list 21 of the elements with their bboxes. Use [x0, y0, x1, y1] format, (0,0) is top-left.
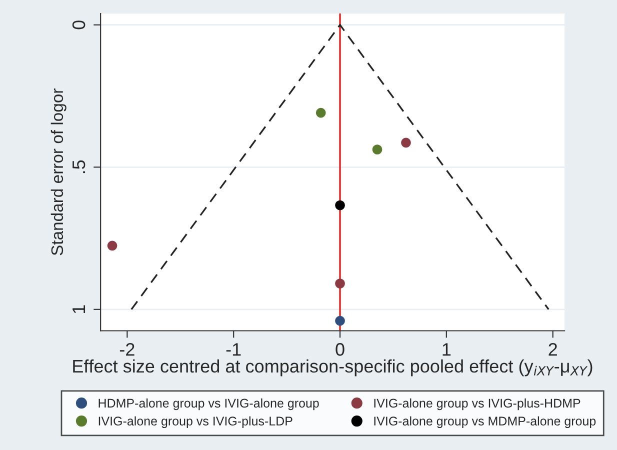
x-tick-label: -1 [226, 343, 241, 356]
point [107, 240, 118, 251]
legend-label: IVIG-alone group vs IVIG-plus-LDP [98, 416, 292, 428]
point [335, 316, 345, 326]
y-tick-label: .5 [72, 160, 86, 174]
x-tick-label: 1 [442, 343, 451, 356]
x-tick-label: 2 [548, 343, 557, 356]
point [316, 108, 326, 118]
legend-label: IVIG-alone group vs MDMP-alone group [374, 416, 596, 428]
y-axis-title: Standard error of logor [50, 88, 66, 256]
point [401, 138, 411, 148]
x-axis-title: Effect size centred at comparison-specific pooled effect (y$_{iXY}$-μ$_{XY}$) [73, 359, 592, 376]
x-tick-label: 0 [336, 343, 344, 356]
y-tick-label: 0 [72, 20, 86, 30]
point [335, 278, 345, 288]
x-tick-label: -2 [120, 343, 134, 356]
y-tick-label: 1 [72, 305, 86, 314]
legend-label: IVIG-alone group vs IVIG-plus-HDMP [374, 398, 580, 410]
point [372, 144, 382, 154]
legend-label: HDMP-alone group vs IVIG-alone group [98, 398, 319, 410]
point [335, 200, 345, 210]
